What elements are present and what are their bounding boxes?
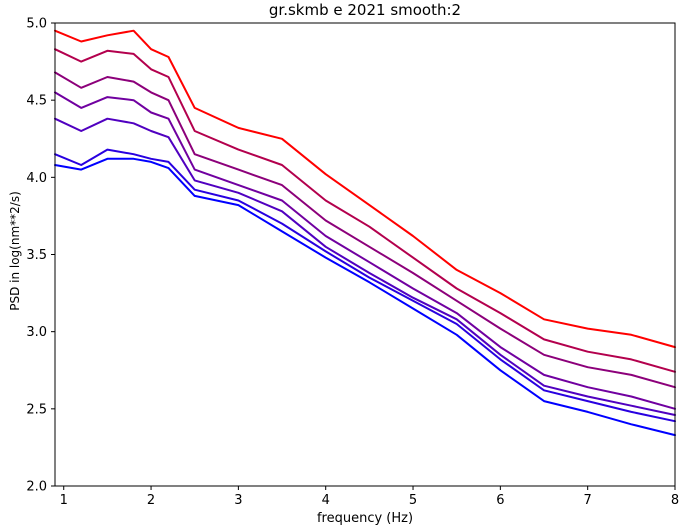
psd-series-line-3 xyxy=(54,71,676,389)
plot-frame xyxy=(54,22,676,487)
y-tick-label: 5.0 xyxy=(26,17,47,32)
x-tick-label: 2 xyxy=(147,493,155,508)
x-tick-label: 5 xyxy=(409,493,417,508)
y-axis-ticks: 2.0 2.5 3.0 3.5 4.0 4.5 5.0 xyxy=(26,17,55,495)
y-tick-label: 3.0 xyxy=(26,325,47,340)
x-axis-ticks: 1 2 3 4 5 6 7 8 xyxy=(60,486,679,508)
x-tick-label: 7 xyxy=(584,493,592,508)
psd-series-line-5 xyxy=(54,117,676,416)
y-tick-label: 2.5 xyxy=(26,402,47,417)
y-tick-label: 2.0 xyxy=(26,480,47,495)
x-tick-label: 3 xyxy=(234,493,242,508)
psd-series-line-2 xyxy=(54,48,676,373)
x-tick-label: 8 xyxy=(671,493,679,508)
psd-series-line-1 xyxy=(54,29,676,349)
y-axis-label: PSD in log(nm**2/s) xyxy=(8,191,22,311)
y-tick-label: 4.0 xyxy=(26,171,47,186)
x-tick-label: 4 xyxy=(322,493,330,508)
psd-series-line-4 xyxy=(54,91,676,410)
series-layer xyxy=(54,29,676,437)
x-axis-label: frequency (Hz) xyxy=(316,511,414,526)
y-tick-label: 4.5 xyxy=(26,94,47,109)
chart-title: gr.skmb e 2021 smooth:2 xyxy=(268,1,462,19)
x-tick-label: 1 xyxy=(60,493,68,508)
psd-series-line-7 xyxy=(54,157,676,437)
psd-series-line-6 xyxy=(54,148,676,423)
x-tick-label: 6 xyxy=(496,493,504,508)
y-tick-label: 3.5 xyxy=(26,248,47,263)
